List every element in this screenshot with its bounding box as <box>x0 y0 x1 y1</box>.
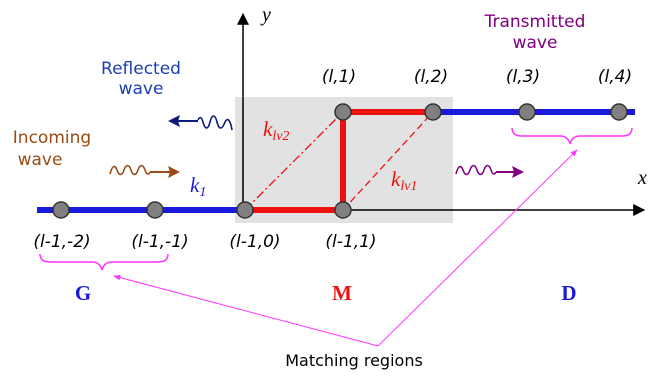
diagonal-klv2 <box>244 111 344 211</box>
klv2-label: klv2 <box>263 117 289 144</box>
region-d-label: D <box>561 281 576 305</box>
node-label-l-1: (l,1) <box>322 67 356 87</box>
node-label-l-1-0: (l-1,0) <box>229 232 280 252</box>
reflected-label-line2: wave <box>119 79 164 99</box>
klv1-label: klv1 <box>391 167 417 194</box>
node-l-3 <box>518 103 536 121</box>
node-label-l-3: (l,3) <box>506 67 540 87</box>
reflected-label-line1: Reflected <box>101 59 181 79</box>
k1-label: k1 <box>190 173 206 200</box>
transmitted-label-line1: Transmitted <box>484 12 586 32</box>
lattice-nodes <box>52 103 628 219</box>
region-g-label: G <box>75 281 91 305</box>
incoming-label-line1: Incoming <box>13 128 91 148</box>
incoming-label-line2: wave <box>18 150 63 170</box>
node-l-1-0 <box>236 201 254 219</box>
diagonal-klv1 <box>342 111 434 211</box>
transmitted-label-line2: wave <box>513 33 558 53</box>
brace-right <box>511 127 633 145</box>
matching-regions-caption: Matching regions <box>285 351 423 370</box>
node-label-l-1-minus1: (l-1,-1) <box>131 232 188 252</box>
node-l-1-1 <box>334 201 352 219</box>
x-axis-label: x <box>637 167 647 189</box>
y-axis-label: y <box>260 4 271 26</box>
node-l-4 <box>610 103 628 121</box>
node-label-l-1-minus2: (l-1,-2) <box>33 232 90 252</box>
node-l-1-minus1 <box>146 201 164 219</box>
node-label-l-1-1: (l-1,1) <box>325 232 376 252</box>
region-m-label: M <box>332 281 352 305</box>
node-l-1-minus2 <box>52 201 70 219</box>
pointer-to-right-brace <box>377 149 578 347</box>
transmitted-wave-icon <box>455 164 524 178</box>
node-l-2 <box>424 103 442 121</box>
node-l-1 <box>334 103 352 121</box>
pointer-to-left-brace <box>113 274 379 347</box>
incoming-wave-icon <box>109 164 180 178</box>
brace-left <box>39 253 169 271</box>
node-label-l-2: (l,2) <box>414 67 448 87</box>
node-label-l-4: (l,4) <box>598 67 632 87</box>
reflected-wave-icon <box>168 115 233 131</box>
